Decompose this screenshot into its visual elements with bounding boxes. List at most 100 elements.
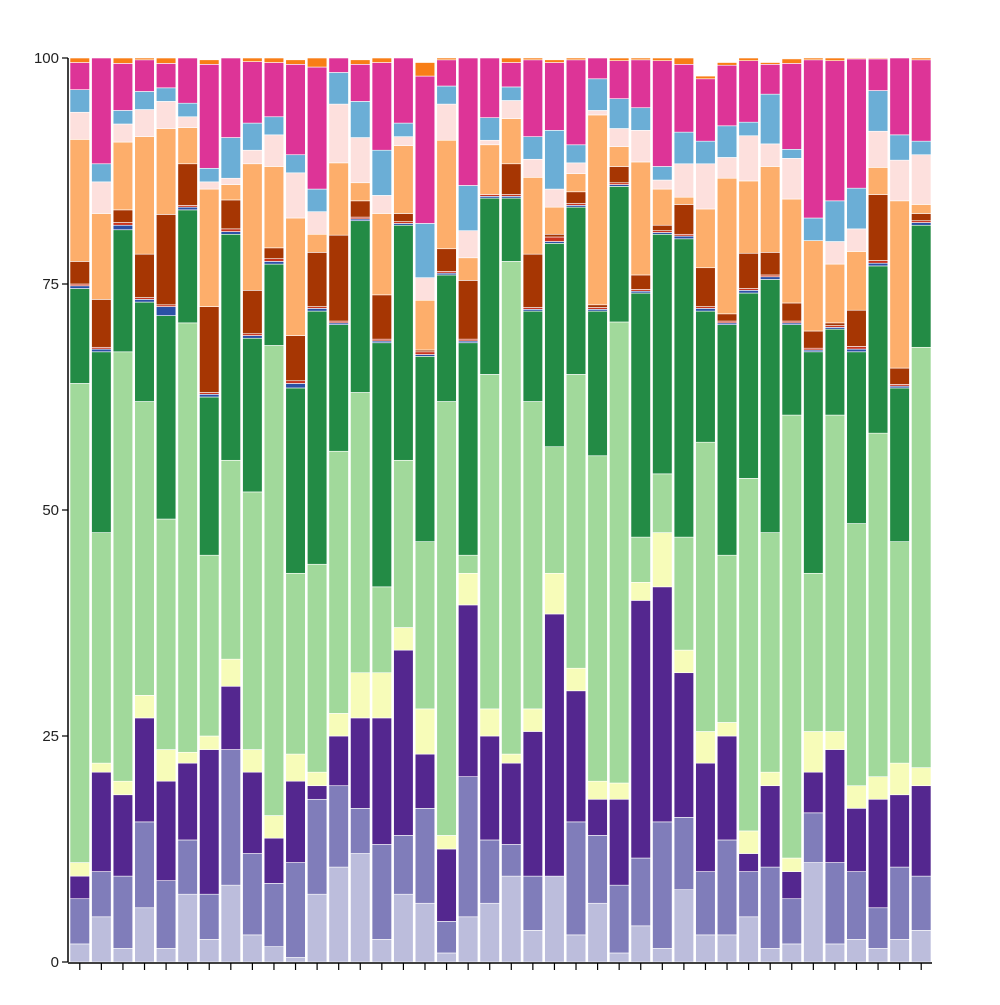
bar-segment-c14 [544, 59, 565, 63]
bar-segment-c1 [501, 875, 522, 963]
bar-segment-c5 [242, 491, 263, 750]
bar-segment-c14 [414, 62, 436, 77]
bar-segment-c14 [867, 57, 889, 60]
bar-segment-c5 [846, 523, 867, 787]
bar-segment-c10 [112, 141, 134, 211]
bar-segment-c12 [652, 166, 673, 181]
bar-segment-c13 [565, 59, 587, 146]
bar-segment-c4 [199, 735, 220, 750]
bar-segment-c1 [156, 948, 177, 963]
bar-stack [889, 57, 910, 963]
bar-segment-c3 [716, 735, 738, 841]
bar-segment-c5 [134, 401, 155, 696]
bar-segment-c10 [673, 196, 694, 205]
bar-segment-c6 [695, 310, 716, 443]
bar-segment-c9 [199, 306, 220, 393]
bar-segment-c3 [867, 798, 889, 909]
bar-segment-c2 [242, 853, 263, 936]
bar-segment-c1 [371, 939, 392, 963]
bar-segment-c1 [846, 939, 867, 963]
bar-segment-c5 [458, 554, 479, 574]
bar-segment-c10 [285, 217, 306, 336]
bar-segment-c5 [350, 392, 371, 674]
bar-segment-c3 [695, 762, 716, 872]
bar-segment-c13 [501, 62, 522, 88]
bar-segment-c13 [716, 64, 738, 127]
bar-segment-c13 [393, 57, 414, 124]
bar-segment-c11 [220, 177, 241, 185]
bar-segment-c1 [479, 902, 500, 963]
bar-segment-c9 [134, 253, 155, 298]
bar-segment-c10 [479, 144, 500, 195]
bar-segment-c2 [156, 880, 177, 949]
bar-segment-c2 [911, 875, 932, 931]
bar-segment-c10 [307, 233, 328, 253]
bar-segment-c4 [479, 708, 500, 737]
bar-segment-c11 [263, 134, 285, 167]
bar-segment-c14 [371, 57, 392, 63]
bar-segment-c12 [738, 121, 759, 137]
bar-segment-c14 [609, 57, 630, 62]
bar-segment-c14 [285, 59, 306, 65]
bar-segment-c9 [630, 274, 651, 290]
bar-segment-c5 [673, 536, 694, 651]
bar-segment-c12 [867, 90, 889, 132]
bar-segment-c10 [716, 177, 738, 315]
bar-segment-c12 [220, 137, 241, 179]
bar-stack [436, 57, 457, 963]
bar-segment-c13 [350, 64, 371, 102]
bar-segment-c5 [867, 432, 889, 777]
bar-segment-c1 [220, 884, 241, 963]
bar-segment-c2 [350, 808, 371, 854]
bar-segment-c13 [587, 57, 608, 80]
bar-stack [242, 57, 263, 963]
bar-segment-c5 [199, 554, 220, 737]
bar-segment-c4 [673, 649, 694, 674]
bar-segment-c4 [112, 780, 134, 796]
bar-segment-c5 [565, 374, 587, 669]
bar-segment-c13 [307, 66, 328, 190]
bar-segment-c1 [350, 853, 371, 963]
bar-segment-c11 [458, 230, 479, 259]
bar-segment-c3 [393, 649, 414, 836]
bar-segment-c5 [328, 450, 349, 714]
bar-segment-c9 [673, 204, 694, 235]
bar-segment-c7 [911, 222, 932, 226]
bar-segment-c8 [112, 222, 134, 226]
bar-segment-c14 [911, 57, 932, 61]
bar-segment-c4 [414, 708, 436, 755]
bar-segment-c11 [199, 181, 220, 190]
bar-segment-c9 [393, 213, 414, 222]
bar-segment-c14 [824, 57, 846, 62]
bar-segment-c5 [911, 346, 932, 768]
bar-segment-c3 [479, 735, 500, 841]
bar-segment-c4 [220, 658, 241, 687]
bar-segment-c12 [69, 89, 90, 113]
bar-segment-c14 [156, 57, 177, 64]
bar-segment-c10 [91, 213, 112, 300]
bar-segment-c4 [846, 785, 867, 809]
bar-segment-c3 [285, 780, 306, 863]
bar-segment-c6 [199, 396, 220, 556]
bar-segment-c4 [738, 830, 759, 854]
bar-segment-c10 [134, 136, 155, 255]
bar-segment-c1 [544, 875, 565, 963]
bar-segment-c14 [307, 57, 328, 68]
bar-segment-c4 [630, 582, 651, 601]
bar-segment-c12 [156, 87, 177, 102]
bar-segment-c14 [501, 57, 522, 63]
bar-segment-c11 [522, 158, 543, 178]
bar-segment-c2 [565, 821, 587, 936]
bar-segment-c12 [587, 78, 608, 111]
bar-segment-c12 [630, 107, 651, 131]
bar-segment-c5 [889, 541, 910, 764]
bar-segment-c11 [824, 241, 846, 265]
bar-segment-c12 [285, 154, 306, 174]
bar-segment-c13 [544, 62, 565, 131]
bar-segment-c6 [716, 324, 738, 556]
bar-segment-c3 [565, 690, 587, 823]
bar-segment-c14 [134, 57, 155, 61]
bar-segment-c12 [609, 98, 630, 129]
bar-segment-c12 [716, 125, 738, 158]
bar-segment-c12 [134, 91, 155, 110]
